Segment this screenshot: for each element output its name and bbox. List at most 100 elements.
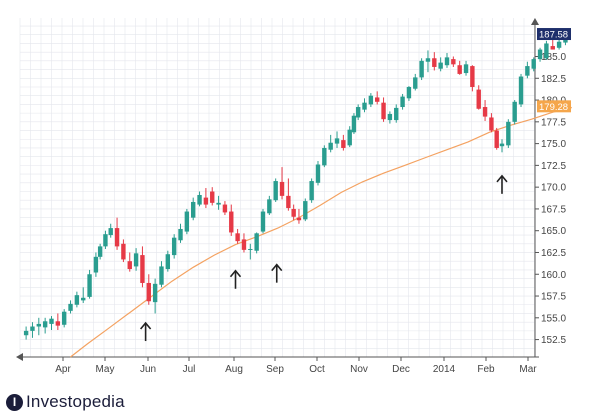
candle-body xyxy=(494,130,499,148)
y-tick-label: 152.5 xyxy=(541,335,566,346)
candle-body xyxy=(260,211,266,232)
candle-body xyxy=(267,199,272,214)
candle-body xyxy=(191,201,196,218)
candle-body xyxy=(121,243,126,260)
candle-body xyxy=(375,97,380,102)
arrow-up-head xyxy=(496,174,508,183)
candle-body xyxy=(506,121,511,146)
y-tick-label: 175.0 xyxy=(541,139,566,150)
x-tick-label: 2014 xyxy=(433,364,456,375)
candle-body xyxy=(178,228,183,241)
candle-body xyxy=(97,246,103,257)
candle-body xyxy=(222,204,228,213)
candle-body xyxy=(525,66,530,76)
y-tick-label: 162.5 xyxy=(541,248,566,259)
candle-body xyxy=(315,164,321,183)
candle-body xyxy=(108,228,113,236)
candle-body xyxy=(216,202,221,205)
candle-body xyxy=(23,330,29,336)
candle-body xyxy=(93,256,99,273)
arrow-up-head xyxy=(139,321,152,330)
candle-body xyxy=(273,181,278,201)
candle-body xyxy=(381,102,386,120)
candle-body xyxy=(355,107,361,118)
y-tick-label: 167.5 xyxy=(541,204,566,215)
candle-body xyxy=(419,60,424,78)
candle-body xyxy=(279,181,285,196)
x-tick-label: Oct xyxy=(309,364,325,375)
candle-body xyxy=(210,191,215,203)
price-flag xyxy=(537,28,571,41)
price-flag-label: 187.58 xyxy=(539,30,568,41)
candle-body xyxy=(296,217,302,221)
x-tick-label: Aug xyxy=(225,364,243,375)
x-tick-label: Feb xyxy=(477,364,495,375)
candle-body xyxy=(531,59,536,69)
candle-body xyxy=(140,255,145,283)
candle-body xyxy=(341,140,346,148)
candle-body xyxy=(127,261,132,270)
y-tick-label: 165.0 xyxy=(541,226,566,237)
x-tick-label: Sep xyxy=(266,364,284,375)
candle-body xyxy=(537,49,543,60)
candle-body xyxy=(55,321,61,326)
candle-body xyxy=(444,57,450,66)
candle-body xyxy=(229,211,234,233)
y-tick-label: 170.0 xyxy=(541,183,566,194)
price-flag-label: 179.28 xyxy=(539,102,568,113)
investopedia-logo-text: Investopedia xyxy=(26,392,125,411)
candle-body xyxy=(165,254,171,270)
candle-body xyxy=(133,253,139,267)
x-tick-label: Dec xyxy=(392,364,410,375)
candle-body xyxy=(499,143,505,147)
x-tick-label: May xyxy=(96,364,115,375)
candle-body xyxy=(81,297,86,301)
candle-body xyxy=(482,107,488,117)
y-tick-label: 182.5 xyxy=(541,74,566,85)
candle-body xyxy=(159,266,164,285)
candle-body xyxy=(334,138,340,144)
x-tick-label: Jul xyxy=(183,364,196,375)
candle-body xyxy=(197,194,202,205)
x-tick-label: Apr xyxy=(55,364,71,375)
candle-body xyxy=(406,86,412,99)
x-tick-label: Mar xyxy=(519,364,537,375)
candle-body xyxy=(362,102,367,110)
candle-body xyxy=(425,58,431,62)
candle-body xyxy=(470,66,475,87)
candle-body xyxy=(184,211,190,232)
candle-body xyxy=(387,113,393,121)
candle-body xyxy=(146,282,151,302)
candle-body xyxy=(254,233,259,251)
candle-body xyxy=(241,239,247,250)
x-tick-label: Nov xyxy=(350,364,368,375)
candle-body xyxy=(413,77,418,89)
candle-body xyxy=(457,65,462,74)
candle-body xyxy=(347,129,352,146)
arrow-up-head xyxy=(271,263,283,272)
y-tick-label: 177.5 xyxy=(541,117,566,128)
investopedia-logo-mark: I xyxy=(6,393,23,411)
candle-body xyxy=(328,142,333,150)
candle-body xyxy=(30,326,35,331)
candle-body xyxy=(309,181,314,201)
candle-body xyxy=(351,115,357,133)
y-axis-arrow xyxy=(531,18,539,25)
candle-body xyxy=(61,311,67,325)
candle-body xyxy=(87,274,92,297)
x-tick-label: Jun xyxy=(140,364,156,375)
candle-body xyxy=(451,59,456,65)
y-tick-label: 155.0 xyxy=(541,313,566,324)
candle-body xyxy=(400,96,405,108)
arrow-up-head xyxy=(229,269,242,278)
candle-body xyxy=(556,41,562,48)
candle-body xyxy=(544,43,549,59)
candle-body xyxy=(394,107,399,121)
candle-body xyxy=(438,62,443,69)
x-axis-arrow xyxy=(16,353,23,361)
candle-body xyxy=(103,234,108,247)
candle-body xyxy=(303,201,308,220)
y-tick-label: 157.5 xyxy=(541,292,566,303)
investopedia-logo: I Investopedia xyxy=(6,391,125,413)
